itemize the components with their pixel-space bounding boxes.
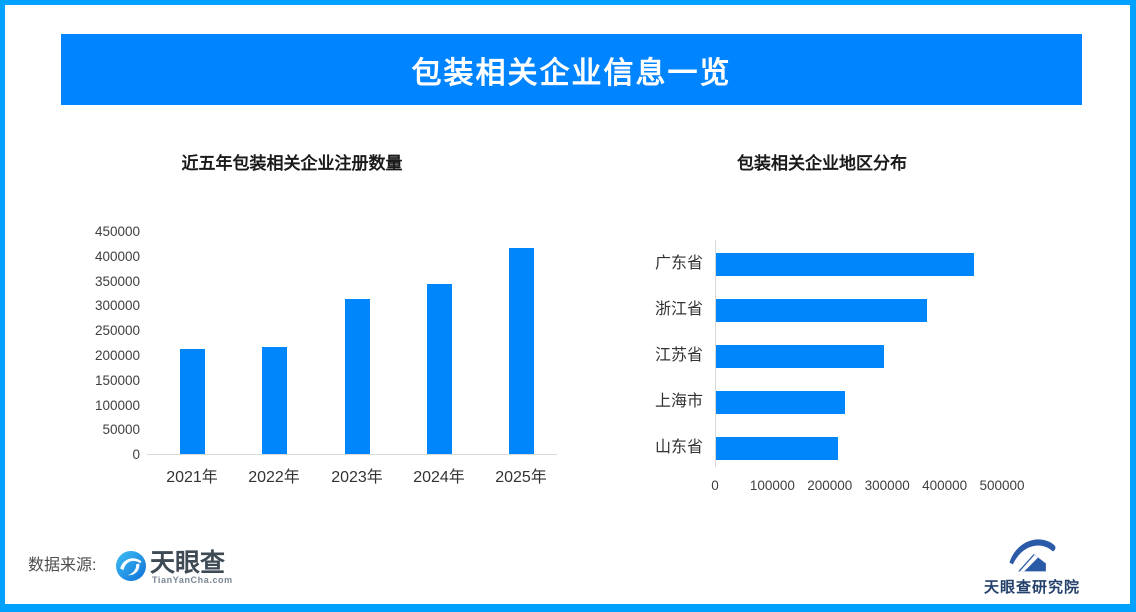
category-label: 江苏省 (654, 347, 703, 364)
y-axis-tick-label: 150000 (94, 372, 140, 388)
x-axis-label: 2024年 (413, 469, 465, 486)
bar (716, 344, 884, 368)
y-axis-tick-label: 400000 (94, 248, 140, 264)
x-axis-label: 2025年 (495, 469, 547, 486)
y-axis-tick-label: 300000 (94, 298, 140, 314)
y-axis-tick-label: 450000 (94, 224, 140, 239)
x-axis-tick-label: 200000 (807, 478, 853, 493)
bar (716, 390, 845, 414)
institute-wordmark: 天眼查研究院 (983, 579, 1080, 596)
chart-title-regions: 包装相关企业地区分布 (737, 154, 907, 173)
institute-emblem-icon (1006, 533, 1058, 575)
bar (508, 248, 534, 454)
y-axis-tick-label: 100000 (94, 397, 140, 413)
chart-title-registrations: 近五年包装相关企业注册数量 (181, 154, 403, 173)
bar (716, 252, 975, 276)
tianyancha-wordmark: 天眼查 (150, 549, 226, 577)
x-axis-label: 2021年 (166, 469, 218, 486)
category-label: 广东省 (654, 255, 703, 272)
y-axis-tick-label: 0 (132, 447, 140, 463)
x-axis-tick-label: 500000 (979, 478, 1025, 493)
tianyancha-domain: TianYanCha.com (152, 575, 233, 585)
bar (716, 298, 928, 322)
x-axis-line (147, 454, 557, 455)
category-label: 浙江省 (654, 301, 703, 318)
x-axis-tick-label: 300000 (864, 478, 910, 493)
bar (261, 347, 287, 454)
y-axis-tick-label: 50000 (102, 422, 140, 438)
page-title: 包装相关企业信息一览 (411, 56, 732, 90)
bar (716, 436, 838, 460)
x-axis-label: 2022年 (248, 469, 300, 486)
category-label: 山东省 (654, 439, 703, 456)
y-axis-tick-label: 200000 (94, 348, 140, 363)
x-axis-tick-label: 400000 (922, 478, 968, 493)
y-axis-tick-label: 350000 (94, 273, 140, 289)
category-label: 上海市 (654, 393, 703, 410)
bar (426, 283, 452, 454)
title-banner: 包装相关企业信息一览 (61, 34, 1082, 105)
x-axis-tick-label: 0 (711, 478, 719, 493)
x-axis-tick-label: 100000 (749, 478, 795, 493)
y-axis-line (715, 240, 716, 467)
y-axis-tick-label: 250000 (94, 323, 140, 339)
x-axis-label: 2023年 (331, 469, 383, 486)
bar (179, 349, 205, 454)
bar (344, 299, 370, 454)
data-source-label: 数据来源: (28, 557, 97, 574)
tianyancha-eye-icon (116, 551, 146, 581)
